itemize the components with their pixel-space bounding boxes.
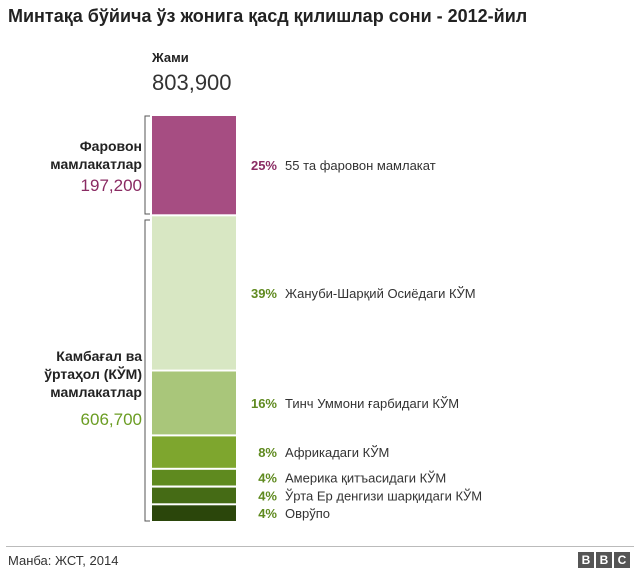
bar-segment bbox=[152, 371, 236, 435]
poor-group-label-line2: ўртаҳол (КЎМ) bbox=[44, 366, 142, 382]
poor-group-label-line1: Камбағал ва bbox=[56, 348, 142, 364]
bar-category-label: Тинч Уммони ғарбидаги КЎМ bbox=[285, 396, 459, 411]
footer-divider bbox=[6, 546, 634, 547]
bbc-logo-letter: B bbox=[596, 552, 612, 568]
bar-category-label: 55 та фаровон мамлакат bbox=[285, 158, 436, 173]
chart-title: Минтақа бўйича ўз жонига қасд қилишлар с… bbox=[8, 6, 528, 26]
bar-category-label: Америка қитъасидаги КЎМ bbox=[285, 471, 446, 486]
bar-value-label: 4% bbox=[258, 488, 277, 503]
poor-group-value: 606,700 bbox=[80, 410, 142, 429]
bar-labels: 25% 55 та фаровон мамлакат 39% Жануби-Шарқи… bbox=[251, 158, 482, 521]
bbc-logo-letter: B bbox=[578, 552, 594, 568]
bbc-logo: B B C bbox=[578, 552, 630, 568]
bar-value-label: 4% bbox=[258, 506, 277, 521]
total-label: Жами bbox=[152, 50, 189, 65]
source-note: Манба: ЖСТ, 2014 bbox=[8, 553, 119, 568]
bar-category-label: Оврўпо bbox=[285, 506, 330, 521]
bar-value-label: 4% bbox=[258, 471, 277, 486]
poor-group-label-line3: мамлакатлар bbox=[50, 384, 142, 400]
total-value: 803,900 bbox=[152, 70, 232, 95]
poor-group-label: Камбағал ва ўртаҳол (КЎМ) мамлакатлар bbox=[44, 347, 142, 401]
rich-group-label: Фаровон мамлакатлар bbox=[50, 137, 142, 173]
poor-bracket bbox=[144, 219, 150, 522]
bar-category-label: Африкадаги КЎМ bbox=[285, 445, 389, 460]
rich-bracket bbox=[144, 115, 150, 215]
rich-group-value: 197,200 bbox=[80, 176, 142, 195]
bar-segment bbox=[152, 116, 236, 215]
bar-value-label: 16% bbox=[251, 396, 277, 411]
rich-group-label-line2: мамлакатлар bbox=[50, 156, 142, 172]
bar-value-label: 25% bbox=[251, 158, 277, 173]
bar-category-label: Жануби-Шарқий Осиёдаги КЎМ bbox=[285, 286, 476, 301]
bar-segment bbox=[152, 216, 236, 370]
bbc-logo-letter: C bbox=[614, 552, 630, 568]
bar-value-label: 39% bbox=[251, 286, 277, 301]
bar-category-label: Ўрта Ер денгизи шарқидаги КЎМ bbox=[285, 488, 482, 503]
rich-group-label-line1: Фаровон bbox=[79, 138, 142, 154]
bar-segment bbox=[152, 469, 236, 486]
bar-segments bbox=[152, 116, 236, 521]
bar-segment bbox=[152, 505, 236, 521]
bar-value-label: 8% bbox=[258, 445, 277, 460]
bar-segment bbox=[152, 487, 236, 504]
bar-segment bbox=[152, 436, 236, 468]
